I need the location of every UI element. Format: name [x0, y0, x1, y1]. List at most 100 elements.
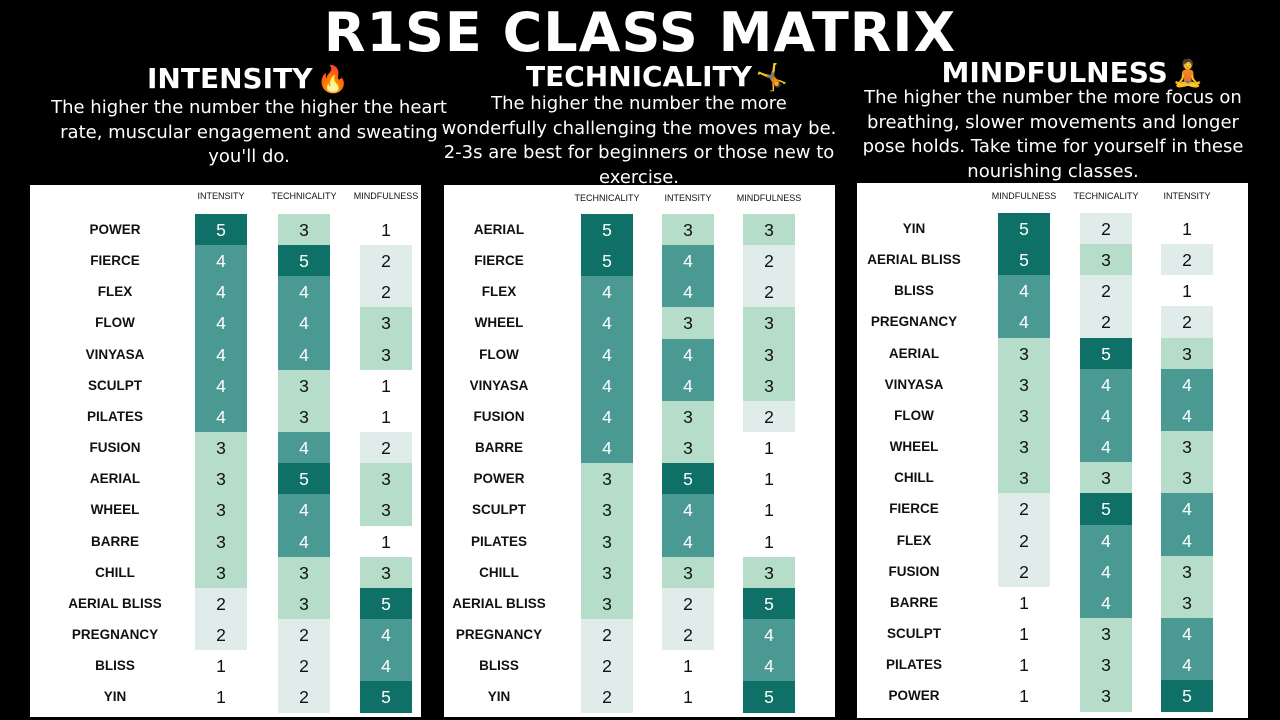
matrix-table-mindfulness: MINDFULNESS TECHNICALITY INTENSITY YIN 5 2 1 AE…	[857, 183, 1248, 718]
score-cell: 3	[743, 556, 795, 589]
score-cell: 5	[278, 245, 330, 278]
page-title: R1SE CLASS MATRIX	[323, 1, 957, 64]
section-emoji-icon: 🧘	[1171, 59, 1205, 89]
class-name: WHEEL	[889, 439, 939, 455]
score-cell: 3	[1161, 586, 1213, 619]
score-cell: 3	[1161, 337, 1213, 370]
score-cell: 3	[662, 307, 714, 340]
score-cell: 3	[278, 556, 330, 589]
score-cell: 4	[195, 369, 247, 402]
score-cell: 2	[1161, 306, 1213, 339]
score-cell: 1	[360, 400, 412, 433]
score-cell: 4	[1080, 399, 1132, 432]
column-header: MINDFULNESS	[353, 191, 419, 201]
score-cell: 3	[998, 462, 1050, 495]
score-cell: 2	[1161, 244, 1213, 277]
class-name: PREGNANCY	[870, 314, 958, 330]
score-cell: 4	[1080, 368, 1132, 401]
section-description: The higher the number the more focus on …	[862, 87, 1244, 182]
score-cell: 5	[998, 244, 1050, 277]
score-cell: 3	[998, 368, 1050, 401]
class-name: FUSION	[89, 440, 141, 456]
section-emoji-icon: 🔥	[316, 65, 349, 95]
class-name: BLISS	[95, 658, 135, 674]
class-name: AERIAL BLISS	[867, 252, 961, 268]
class-name: VINYASA	[469, 377, 529, 393]
class-name: YIN	[487, 689, 511, 705]
score-cell: 4	[581, 307, 633, 340]
score-cell: 4	[360, 650, 412, 683]
class-name: CHILL	[479, 564, 519, 580]
score-cell: 4	[998, 306, 1050, 339]
column-header: INTENSITY	[197, 191, 245, 201]
score-cell: 3	[278, 587, 330, 620]
score-cell: 3	[195, 525, 247, 558]
class-name: SCULPT	[887, 625, 941, 641]
section-heading-mindfulness: MINDFULNESS 🧘	[942, 56, 1205, 89]
score-cell: 4	[1161, 368, 1213, 401]
score-cell: 2	[278, 681, 330, 714]
score-cell: 2	[360, 276, 412, 309]
class-name: PREGNANCY	[455, 626, 543, 642]
score-cell: 2	[743, 276, 795, 309]
score-cell: 4	[195, 338, 247, 371]
column-header: TECHNICALITY	[1073, 191, 1139, 201]
score-cell: 5	[195, 214, 247, 246]
score-cell: 1	[998, 649, 1050, 682]
class-name: FLOW	[894, 407, 934, 423]
column-header: TECHNICALITY	[574, 193, 640, 203]
matrix-table-technicality: TECHNICALITY INTENSITY MINDFULNESS AERIAL 5 3…	[444, 185, 835, 717]
score-cell: 4	[278, 432, 330, 465]
class-name: BLISS	[894, 283, 934, 299]
class-name: PILATES	[885, 657, 942, 673]
score-cell: 2	[998, 524, 1050, 557]
section-description: The higher the number the higher the hea…	[51, 97, 447, 167]
score-cell: 3	[1161, 462, 1213, 495]
score-cell: 2	[278, 650, 330, 683]
score-cell: 2	[195, 587, 247, 620]
class-name: PREGNANCY	[71, 626, 159, 642]
class-name: CHILL	[95, 564, 135, 580]
score-cell: 1	[743, 494, 795, 527]
section-heading-technicality: TECHNICALITY 🤸	[526, 60, 788, 93]
score-cell: 3	[1161, 555, 1213, 588]
class-name: FUSION	[888, 563, 940, 579]
score-cell: 1	[1161, 275, 1213, 308]
score-cell: 4	[743, 618, 795, 651]
score-cell: 4	[278, 338, 330, 371]
score-cell: 3	[662, 214, 714, 246]
score-cell: 3	[278, 400, 330, 433]
class-name: PILATES	[86, 408, 143, 424]
score-cell: 4	[581, 369, 633, 402]
class-name: FLEX	[896, 532, 932, 548]
score-cell: 4	[278, 276, 330, 309]
score-cell: 5	[998, 213, 1050, 245]
score-cell: 1	[195, 650, 247, 683]
score-cell: 5	[1080, 493, 1132, 526]
score-cell: 3	[195, 556, 247, 589]
score-cell: 3	[1080, 617, 1132, 650]
score-cell: 4	[278, 525, 330, 558]
class-name: AERIAL	[89, 471, 141, 487]
score-cell: 3	[360, 307, 412, 340]
column-header: INTENSITY	[664, 193, 712, 203]
class-name: AERIAL BLISS	[452, 595, 546, 611]
score-cell: 3	[1161, 431, 1213, 464]
class-name: WHEEL	[474, 315, 524, 331]
score-cell: 2	[581, 650, 633, 683]
score-cell: 4	[1161, 493, 1213, 526]
column-header: MINDFULNESS	[736, 193, 802, 203]
class-name: FLOW	[479, 346, 519, 362]
score-cell: 1	[743, 432, 795, 465]
column-header: INTENSITY	[1163, 191, 1211, 201]
class-name: POWER	[473, 471, 525, 487]
score-cell: 1	[998, 680, 1050, 713]
column-header: TECHNICALITY	[271, 191, 337, 201]
score-cell: 3	[195, 432, 247, 465]
class-name: BARRE	[90, 533, 139, 549]
score-cell: 3	[662, 432, 714, 465]
score-cell: 2	[581, 681, 633, 714]
score-cell: 2	[1080, 306, 1132, 339]
score-cell: 4	[662, 276, 714, 309]
score-cell: 1	[998, 586, 1050, 619]
